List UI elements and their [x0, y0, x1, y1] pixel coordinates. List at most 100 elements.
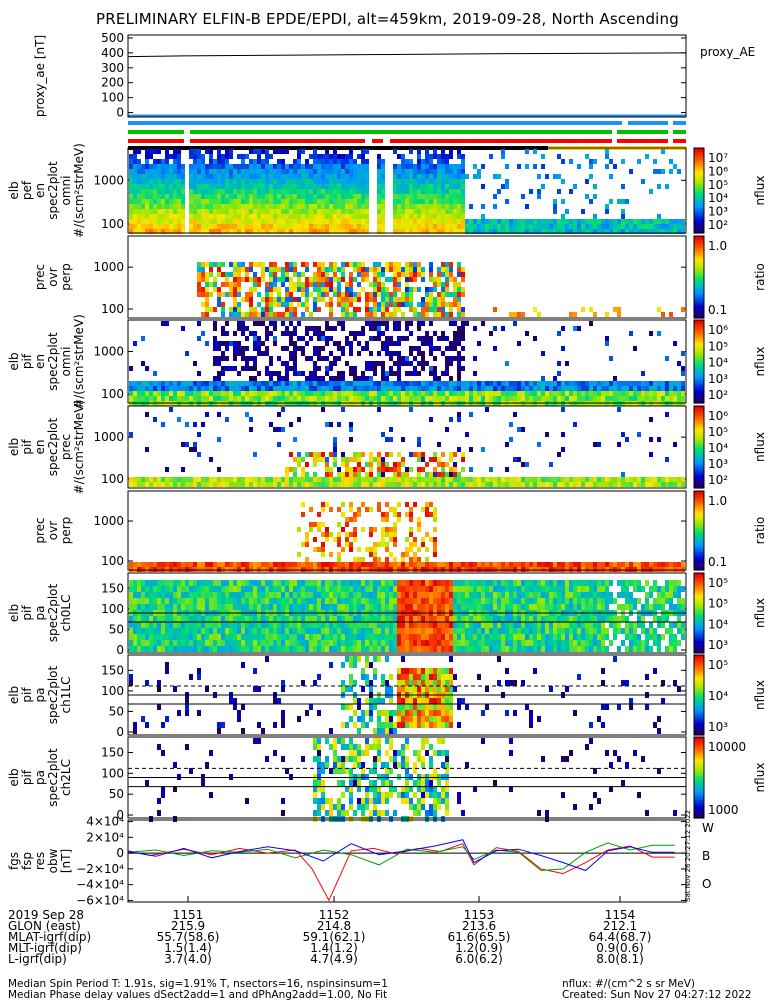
colorbar-label: nflux: [753, 176, 767, 206]
colorbar-tick-label: 10⁴: [708, 191, 728, 205]
colorbar-tick-label: 10⁵: [708, 658, 728, 672]
status-bar-blue: [128, 121, 622, 125]
y-axis-label: elb: [7, 768, 21, 786]
y-axis-label: elb: [7, 686, 21, 704]
colorbar-tick-label: 10³: [708, 205, 728, 219]
colorbar: [694, 148, 704, 234]
y-axis-label: perp: [59, 517, 73, 545]
colorbar-tick-label: 10⁵: [708, 576, 728, 590]
y-axis-label: pif: [20, 439, 34, 455]
y-tick-label: 300: [101, 61, 124, 75]
y-tick-label: 100: [101, 766, 124, 780]
y-axis-label: #/(scm²strMeV): [72, 143, 86, 238]
colorbar-tick-label: 10²: [708, 388, 728, 402]
colorbar-tick-label: 10⁶: [708, 409, 728, 423]
series-line-O: [128, 840, 675, 871]
y-axis-label: ch2LC: [59, 759, 73, 796]
y-axis-label: pif: [20, 605, 34, 621]
axis-row-label: L-igrf(dip): [8, 952, 67, 966]
series-line-B: [128, 843, 675, 871]
status-bar-red: [617, 139, 668, 143]
y-axis-label: elb: [7, 604, 21, 622]
legend-W: W: [702, 821, 714, 835]
y-axis-label: res: [33, 852, 47, 870]
y-tick-label: −6×10⁴: [76, 893, 124, 907]
y-axis-label: obw: [46, 848, 60, 873]
y-tick-label: 50: [109, 622, 124, 636]
y-axis-label: [nT]: [59, 849, 73, 873]
colorbar-label: nflux: [753, 680, 767, 710]
y-tick-label: 4×10⁴: [86, 815, 124, 829]
colorbar-tick-label: 10³: [708, 638, 728, 652]
y-tick-label: 400: [101, 46, 124, 60]
y-tick-label: 200: [101, 76, 124, 90]
proxy-ae-legend: proxy_AE: [700, 45, 755, 59]
heatmap-cells: [129, 580, 685, 652]
colorbar-label: nflux: [753, 598, 767, 628]
colorbar: [694, 320, 704, 404]
y-tick-label: 1000: [93, 345, 124, 359]
y-tick-label: 150: [101, 663, 124, 677]
heatmap-cells: [129, 149, 685, 234]
y-axis-label: omni: [59, 347, 73, 377]
y-axis-label: ovr: [46, 267, 60, 286]
colorbar: [694, 737, 704, 819]
y-axis-label: prec: [33, 517, 47, 543]
y-tick-label: 2×10⁴: [86, 830, 124, 844]
colorbar-tick-label: 10⁶: [708, 164, 728, 178]
y-tick-label: 150: [101, 746, 124, 760]
colorbar-tick-label: 10⁵: [708, 339, 728, 353]
y-tick-label: 100: [101, 302, 124, 316]
panel-frame: [128, 820, 686, 902]
y-axis-label: elb: [7, 352, 21, 370]
panel-frame: [128, 820, 686, 902]
colorbar: [694, 573, 704, 654]
y-axis-label: elb: [7, 181, 21, 199]
status-bar-green: [190, 130, 612, 134]
panel-frame: [128, 35, 686, 117]
colorbar-tick-label: 10³: [708, 457, 728, 471]
y-axis-label: spec2plot: [46, 332, 60, 391]
y-axis-label: pa: [33, 606, 47, 621]
y-axis-label: ch1LC: [59, 677, 73, 714]
y-axis-label: pa: [33, 688, 47, 703]
colorbar-tick-label: 10000: [708, 740, 746, 754]
colorbar: [694, 491, 704, 571]
panel-frame: [128, 35, 686, 117]
y-tick-label: 100: [101, 554, 124, 568]
colorbar-tick-label: 10²: [708, 473, 728, 487]
y-axis-label: #/(scm²strMeV): [72, 400, 86, 495]
colorbar-tick-label: 0.1: [708, 303, 727, 317]
axis-row-value: 8.0(8.1): [596, 952, 644, 966]
status-bar-green: [673, 130, 686, 134]
colorbar-tick-label: 10⁴: [708, 617, 728, 631]
y-axis-label: proxy_ae [nT]: [33, 35, 47, 117]
status-bar-red: [390, 139, 612, 143]
colorbar-tick-label: 10³: [708, 372, 728, 386]
y-tick-label: 100: [101, 684, 124, 698]
colorbar-tick-label: 10⁵: [708, 425, 728, 439]
colorbar-label: ratio: [753, 517, 767, 545]
heatmap-cells: [129, 321, 685, 406]
y-axis-label: spec2plot: [46, 583, 60, 642]
status-bar-red: [190, 139, 365, 143]
axis-row-value: 4.7(4.9): [310, 952, 358, 966]
axis-row-value: 3.7(4.0): [164, 952, 212, 966]
y-axis-label: pef: [20, 180, 34, 200]
heatmap-cells: [145, 738, 677, 822]
y-axis-label: fgs: [7, 852, 21, 870]
y-axis-label: perp: [59, 263, 73, 291]
colorbar-tick-label: 10²: [708, 218, 728, 232]
colorbar-label: nflux: [753, 432, 767, 462]
y-tick-label: 150: [101, 581, 124, 595]
y-axis-label: en: [33, 354, 47, 369]
y-axis-label: prec: [33, 264, 47, 290]
colorbar-label: nflux: [753, 763, 767, 793]
y-axis-label: omni: [59, 176, 73, 206]
y-axis-label: pif: [20, 687, 34, 703]
y-axis-label: elb: [7, 438, 21, 456]
colorbar-label: nflux: [753, 347, 767, 377]
colorbar: [694, 406, 704, 489]
heatmap-cells: [129, 407, 685, 487]
